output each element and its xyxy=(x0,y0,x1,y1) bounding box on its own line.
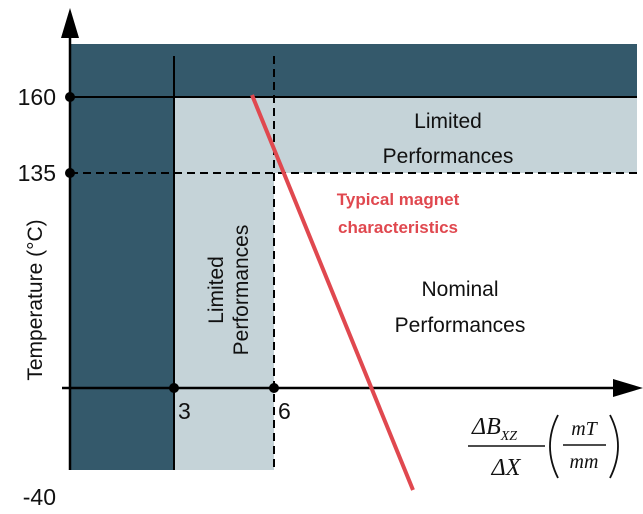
y-axis-arrow-icon xyxy=(61,8,79,38)
x-tick-6: 6 xyxy=(278,398,291,424)
delta-x: ΔX xyxy=(491,455,522,481)
limited-side-label-line2: Performances xyxy=(230,225,253,356)
tick-dot-160 xyxy=(65,92,75,102)
right-paren xyxy=(609,414,619,479)
nominal-label-line1: Nominal xyxy=(421,278,498,301)
y-tick-135: 135 xyxy=(18,160,56,186)
dark-region-left xyxy=(70,44,174,470)
limited-top-label-line2: Performances xyxy=(383,145,514,168)
light-region-side xyxy=(174,173,274,470)
delta-b: ΔBXZ xyxy=(471,414,517,444)
left-paren xyxy=(549,414,559,479)
y-tick-minus-40: -40 xyxy=(23,484,56,510)
y-axis-label: Temperature (°C) xyxy=(24,219,47,380)
light-region-top xyxy=(174,97,637,173)
x-axis-arrow-icon xyxy=(613,379,643,397)
nominal-label-line2: Performances xyxy=(395,314,526,337)
tick-dot-3 xyxy=(169,383,179,393)
x-axis-label: ΔBXZ ΔX mT mm xyxy=(468,414,619,481)
limited-top-label-line1: Limited xyxy=(414,110,482,133)
magnet-label-line2: characteristics xyxy=(338,218,458,237)
x-tick-3: 3 xyxy=(178,398,191,424)
limited-side-label-line1: Limited xyxy=(205,256,228,324)
y-tick-160: 160 xyxy=(18,84,56,110)
tick-dot-6 xyxy=(269,383,279,393)
magnet-label-line1: Typical magnet xyxy=(337,190,460,209)
unit-numerator: mT xyxy=(571,418,598,440)
limited-side-label: Limited Performances xyxy=(205,225,253,356)
tick-dot-135 xyxy=(65,168,75,178)
magnet-characteristic-line xyxy=(250,94,415,491)
unit-denominator: mm xyxy=(570,451,599,473)
